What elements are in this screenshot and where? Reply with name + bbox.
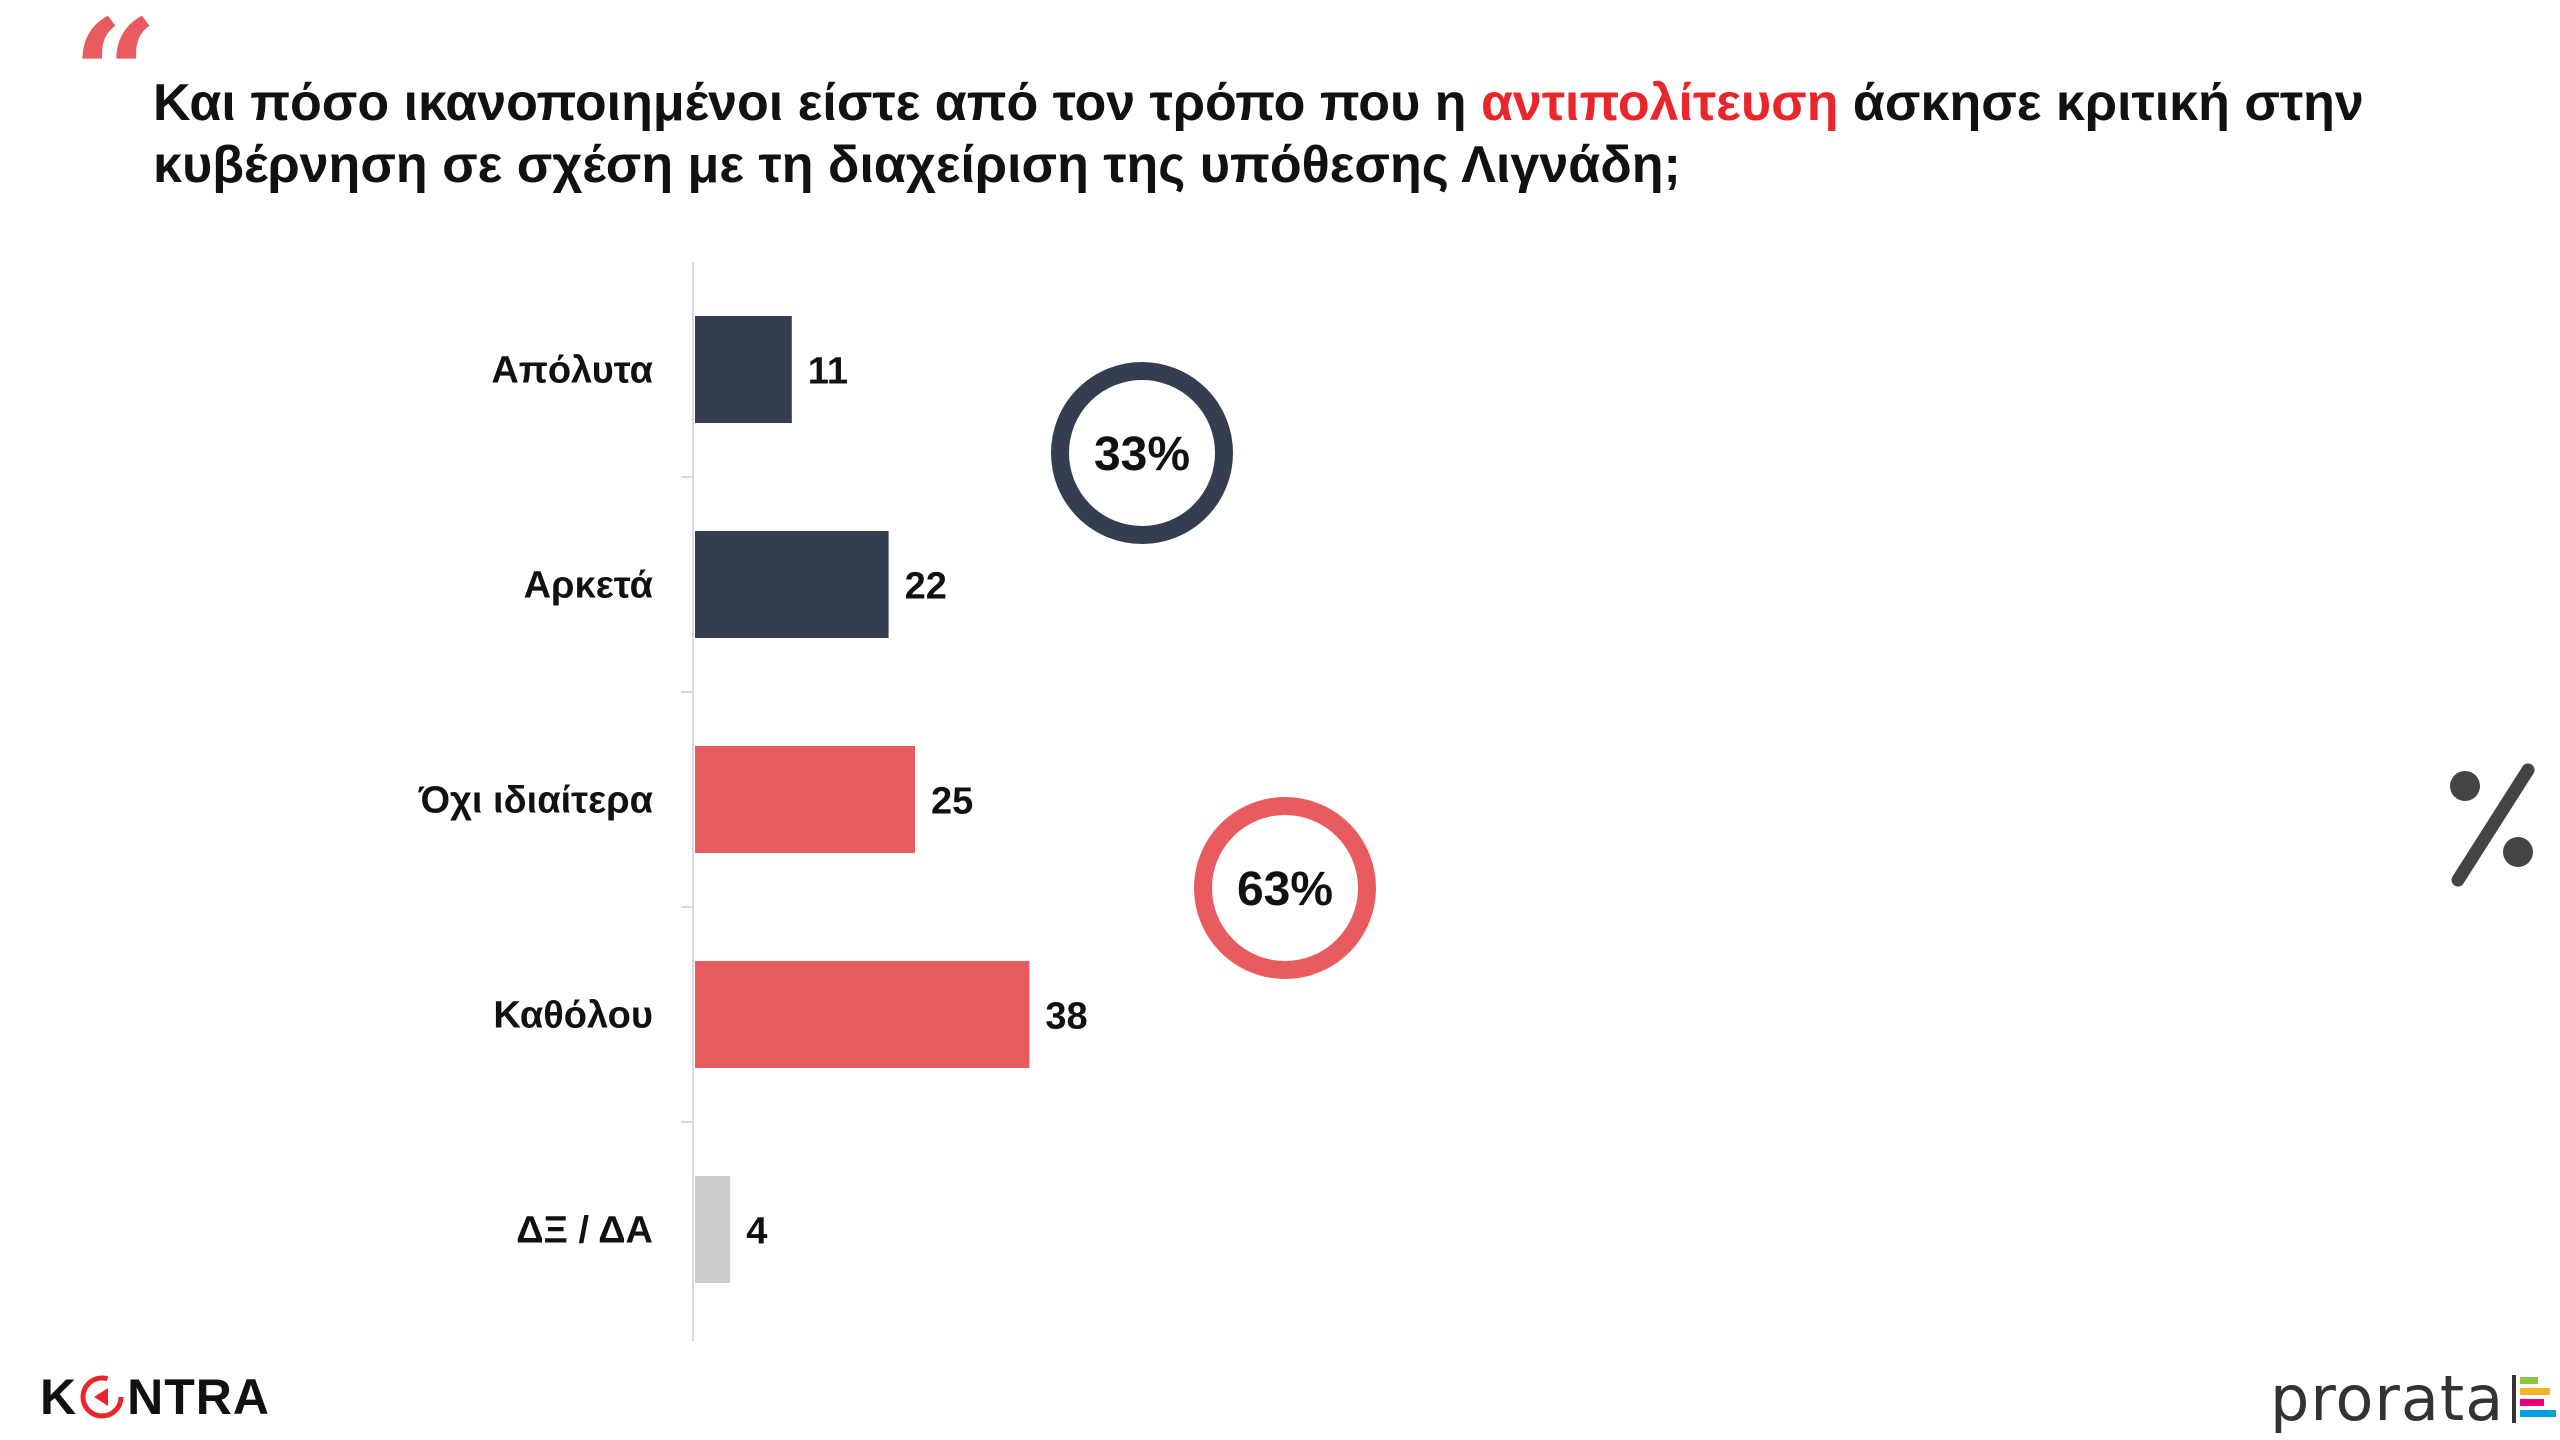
title-text-before: Και πόσο ικανοποιημένοι είστε από τον τρ… (153, 74, 1481, 132)
page-title: Και πόσο ικανοποιημένοι είστε από τον τρ… (153, 72, 2403, 196)
group-total-ring (1051, 362, 1233, 544)
kontra-play-icon (80, 1375, 124, 1419)
data-label: 11 (808, 351, 848, 393)
kontra-logo: K NTRA (40, 1368, 270, 1426)
data-label: 4 (746, 1211, 767, 1253)
category-label: Καθόλου (493, 995, 653, 1037)
bar (695, 961, 1030, 1068)
data-label: 25 (931, 781, 973, 823)
bar (695, 746, 915, 853)
group-total-label: 63% (1237, 863, 1333, 916)
prorata-logo-text: prorata (2270, 1362, 2505, 1435)
bar (695, 316, 792, 423)
bar (695, 1176, 731, 1283)
category-label: Όχι ιδιαίτερα (418, 780, 653, 822)
group-total-ring (1194, 797, 1376, 979)
percent-icon (2450, 763, 2535, 887)
group-total-label: 33% (1094, 428, 1190, 481)
kontra-logo-text-left: K (40, 1369, 78, 1425)
prorata-bars-icon (2512, 1374, 2557, 1423)
bar (695, 531, 889, 638)
category-label: Αρκετά (524, 565, 653, 607)
data-label: 22 (905, 566, 947, 608)
data-label: 38 (1045, 996, 1087, 1038)
category-label: Απόλυτα (491, 350, 653, 392)
kontra-logo-text-right: NTRA (127, 1369, 270, 1425)
quote-mark-icon: “ (72, 0, 159, 163)
category-label: ΔΞ / ΔΑ (516, 1210, 653, 1252)
prorata-logo: prorata (2270, 1362, 2560, 1435)
title-highlight: αντιπολίτευση (1480, 74, 1839, 132)
title-text-after: άσκησε κριτική στην κυβέρνηση σε σχέση μ… (153, 74, 2364, 194)
